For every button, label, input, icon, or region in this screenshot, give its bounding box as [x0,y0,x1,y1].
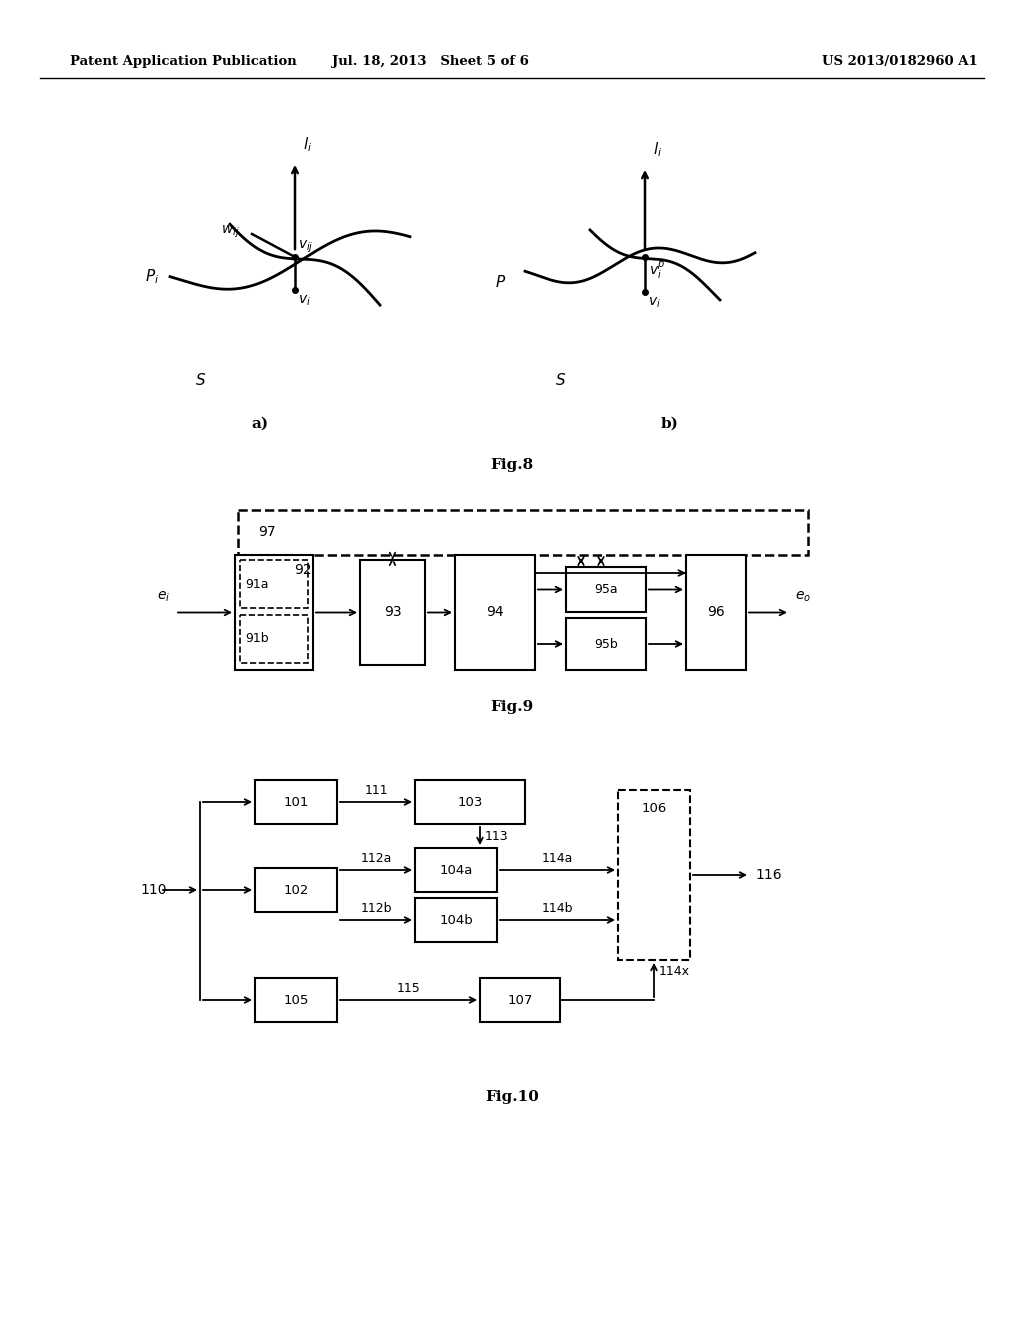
Bar [255,869,337,912]
Text: 114b: 114b [542,902,573,915]
Text: 93: 93 [384,606,401,619]
Text: 95b: 95b [594,638,617,651]
Text: b): b) [662,417,679,432]
Text: 92: 92 [294,564,312,577]
Bar [255,780,337,824]
Bar [480,978,560,1022]
Text: $e_o$: $e_o$ [795,590,811,605]
Text: $S$: $S$ [555,372,566,388]
Text: 101: 101 [284,796,308,808]
Text: 104b: 104b [439,913,473,927]
Text: 115: 115 [396,982,421,995]
Text: US 2013/0182960 A1: US 2013/0182960 A1 [822,55,978,69]
Text: 114x: 114x [659,965,690,978]
Text: 105: 105 [284,994,308,1006]
Text: $v_i$: $v_i$ [648,296,660,310]
Text: 96: 96 [708,606,725,619]
Text: 95a: 95a [594,583,617,597]
Text: $w_{ij}$: $w_{ij}$ [221,224,240,240]
Text: Jul. 18, 2013   Sheet 5 of 6: Jul. 18, 2013 Sheet 5 of 6 [332,55,528,69]
Bar [238,510,808,554]
Text: 104a: 104a [439,863,473,876]
Text: $l_i$: $l_i$ [303,135,312,154]
Bar [240,560,308,609]
Text: $e_i$: $e_i$ [157,590,170,605]
Text: $v_i^p$: $v_i^p$ [649,259,666,281]
Text: Fig.10: Fig.10 [485,1090,539,1104]
Text: 116: 116 [755,869,781,882]
Text: 94: 94 [486,606,504,619]
Text: $l_i$: $l_i$ [653,140,663,158]
Bar [566,568,646,612]
Text: 114a: 114a [542,851,573,865]
Text: Fig.8: Fig.8 [490,458,534,473]
Text: Patent Application Publication: Patent Application Publication [70,55,297,69]
Text: 103: 103 [458,796,482,808]
Text: 91b: 91b [245,632,268,645]
Text: $v_{ij}$: $v_{ij}$ [298,239,313,255]
Bar [240,615,308,663]
Text: 113: 113 [485,829,509,842]
Text: 112b: 112b [360,902,392,915]
Text: 112a: 112a [360,851,392,865]
Bar [360,560,425,665]
Text: 111: 111 [365,784,388,797]
Bar [566,618,646,671]
Bar [255,978,337,1022]
Bar [415,780,525,824]
Text: 107: 107 [507,994,532,1006]
Text: 97: 97 [258,525,275,540]
Text: 91a: 91a [245,578,268,590]
Text: $v_i$: $v_i$ [298,294,311,309]
Text: $S$: $S$ [195,372,206,388]
Bar [618,789,690,960]
Bar [234,554,313,671]
Bar [686,554,746,671]
Bar [455,554,535,671]
Text: $P$: $P$ [495,275,506,290]
Bar [415,898,497,942]
Text: 102: 102 [284,883,308,896]
Text: Fig.9: Fig.9 [490,700,534,714]
Text: 106: 106 [641,801,667,814]
Text: 110: 110 [140,883,167,898]
Text: $P_i$: $P_i$ [145,268,159,286]
Text: a): a) [252,417,268,432]
Bar [415,847,497,892]
